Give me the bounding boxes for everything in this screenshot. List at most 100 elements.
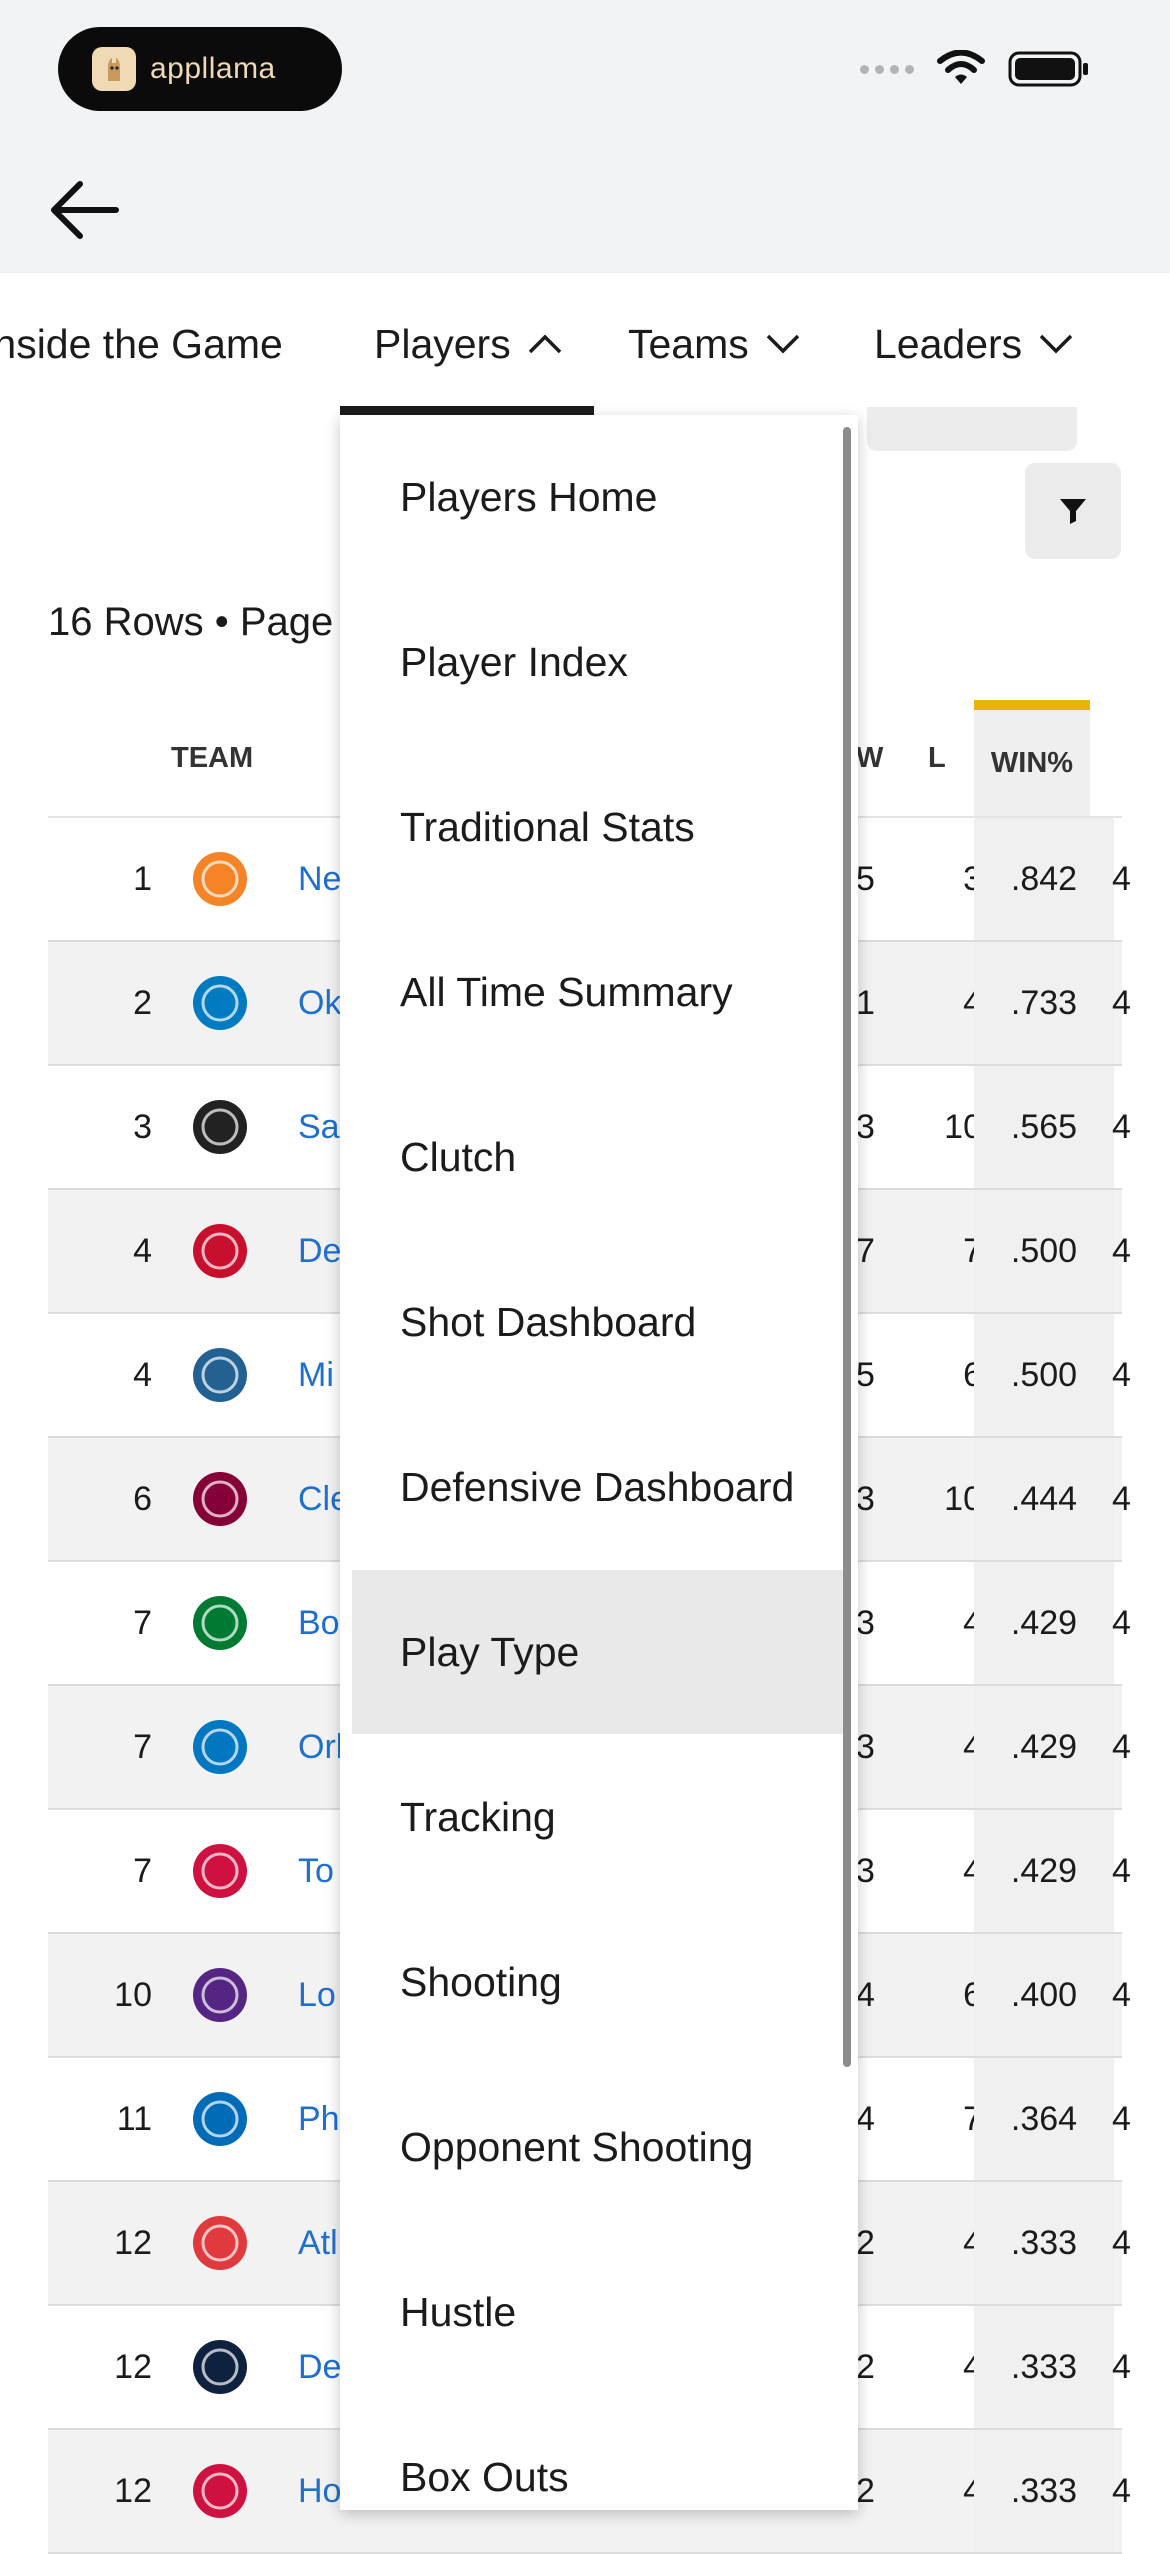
menu-item-shot-dashboard[interactable]: Shot Dashboard xyxy=(400,1298,697,1345)
magic-logo-icon xyxy=(178,1686,262,1808)
menu-item-box-outs[interactable]: Box Outs xyxy=(400,2453,569,2500)
subnav-item-inside-the-game[interactable]: Inside the Game xyxy=(0,273,283,415)
rank-cell: 7 xyxy=(133,1727,152,1766)
wins-cell: 2 xyxy=(856,2347,875,2386)
losses-cell: 4 xyxy=(963,1603,982,1642)
team-link[interactable]: Atl xyxy=(298,2223,338,2262)
menu-item-play-type[interactable]: Play Type xyxy=(352,1570,846,1734)
subnav-item-players[interactable]: Players xyxy=(374,273,563,415)
lakers-logo-icon xyxy=(178,1934,262,2056)
team-link[interactable]: Ok xyxy=(298,983,342,1022)
rank-cell: 3 xyxy=(133,1107,152,1146)
menu-item-shooting[interactable]: Shooting xyxy=(400,1958,562,2005)
team-link[interactable]: Ph xyxy=(298,2099,340,2138)
team-link[interactable]: Mi xyxy=(298,1355,334,1394)
team-link[interactable]: Ne xyxy=(298,859,342,898)
win-pct-cell: .500 xyxy=(974,1190,1114,1312)
header-w[interactable]: W xyxy=(856,741,884,774)
menu-item-all-time-summary[interactable]: All Time Summary xyxy=(400,968,733,1015)
rank-cell: 4 xyxy=(133,1355,152,1394)
subnav: Inside the Game Players Teams Leaders xyxy=(0,273,1170,415)
team-link[interactable]: To xyxy=(298,1851,334,1890)
wins-cell: 4 xyxy=(856,2099,875,2138)
search-button[interactable] xyxy=(867,407,1077,451)
menu-item-tracking[interactable]: Tracking xyxy=(400,1793,556,1840)
rank-cell: 12 xyxy=(114,2347,152,2386)
wins-cell: 3 xyxy=(856,1851,875,1890)
wins-cell: 2 xyxy=(856,2223,875,2262)
win-pct-cell: .429 xyxy=(974,1686,1114,1808)
win-pct-cell: .500 xyxy=(974,1314,1114,1436)
losses-cell: 4 xyxy=(963,2347,982,2386)
wins-cell: 3 xyxy=(856,1603,875,1642)
wins-cell: 5 xyxy=(856,859,875,898)
win-pct-cell: .429 xyxy=(974,1562,1114,1684)
wins-cell: 2 xyxy=(856,2471,875,2510)
team-link[interactable]: Orl xyxy=(298,1727,344,1766)
llama-logo-icon xyxy=(92,47,136,91)
rank-cell: 7 xyxy=(133,1851,152,1890)
battery-icon xyxy=(1008,51,1088,87)
subnav-item-leaders[interactable]: Leaders xyxy=(874,273,1074,415)
team-link[interactable]: Sa xyxy=(298,1107,340,1146)
win-pct-cell: .333 xyxy=(974,2306,1114,2428)
team-link[interactable]: Ho xyxy=(298,2471,342,2510)
subnav-item-teams[interactable]: Teams xyxy=(628,273,801,415)
rank-cell: 10 xyxy=(114,1975,152,2014)
win-pct-cell: .842 xyxy=(974,818,1114,940)
header-win-pct[interactable]: WIN% xyxy=(974,700,1090,816)
header-l[interactable]: L xyxy=(928,741,946,774)
menu-item-players-home[interactable]: Players Home xyxy=(400,473,658,520)
win-pct-cell: .400 xyxy=(974,1934,1114,2056)
losses-cell: 4 xyxy=(963,1727,982,1766)
menu-item-player-index[interactable]: Player Index xyxy=(400,638,628,685)
raptors-logo-icon xyxy=(178,1810,262,1932)
menu-item-defensive-dashboard[interactable]: Defensive Dashboard xyxy=(400,1463,795,1510)
team-link[interactable]: De xyxy=(298,1231,342,1270)
extra-cell: 4 xyxy=(1112,1231,1131,1270)
extra-cell: 4 xyxy=(1112,1975,1131,2014)
losses-cell: 4 xyxy=(963,2223,982,2262)
win-pct-cell: .333 xyxy=(974,2182,1114,2304)
rank-cell: 7 xyxy=(133,1603,152,1642)
rank-cell: 1 xyxy=(133,859,152,898)
extra-cell: 4 xyxy=(1112,1355,1131,1394)
wins-cell: 3 xyxy=(856,1727,875,1766)
filter-button[interactable] xyxy=(1025,463,1121,559)
header-team[interactable]: TEAM xyxy=(171,741,254,774)
rank-cell: 6 xyxy=(133,1479,152,1518)
menu-item-opponent-shooting[interactable]: Opponent Shooting xyxy=(400,2123,754,2170)
menu-item-clutch[interactable]: Clutch xyxy=(400,1133,517,1180)
extra-cell: 4 xyxy=(1112,2099,1131,2138)
extra-cell: 4 xyxy=(1112,859,1131,898)
win-pct-cell: .364 xyxy=(974,2058,1114,2180)
win-pct-cell: .565 xyxy=(974,1066,1114,1188)
active-tab-indicator xyxy=(340,406,594,415)
win-pct-cell: .429 xyxy=(974,1810,1114,1932)
wins-cell: 3 xyxy=(856,1107,875,1146)
win-pct-cell: .733 xyxy=(974,942,1114,1064)
rows-info: 16 Rows • Page xyxy=(48,600,334,644)
timberwolves-logo-icon xyxy=(178,1314,262,1436)
win-pct-cell: .444 xyxy=(974,1438,1114,1560)
menu-item-hustle[interactable]: Hustle xyxy=(400,2288,517,2335)
rank-cell: 2 xyxy=(133,983,152,1022)
status-bar: appllama xyxy=(0,0,1170,150)
rank-cell: 11 xyxy=(116,2099,152,2138)
rank-cell: 4 xyxy=(133,1231,152,1270)
dropdown-scrollbar[interactable] xyxy=(843,427,851,2067)
team-link[interactable]: Lo xyxy=(298,1975,336,2014)
chevron-down-icon xyxy=(1039,334,1073,354)
header xyxy=(0,150,1170,273)
team-link[interactable]: De xyxy=(298,2347,342,2386)
chevron-up-icon xyxy=(528,334,561,354)
app-name: appllama xyxy=(150,52,276,85)
wins-cell: 7 xyxy=(856,1231,875,1270)
back-button[interactable] xyxy=(46,178,122,242)
losses-cell: 10 xyxy=(944,1479,982,1518)
thunder-logo-icon xyxy=(178,942,262,1064)
players-dropdown-menu: Players Home Player Index Traditional Stat… xyxy=(340,415,858,2510)
team-link[interactable]: Bo xyxy=(298,1603,340,1642)
menu-item-traditional-stats[interactable]: Traditional Stats xyxy=(400,803,695,850)
arrow-left-icon xyxy=(51,181,119,239)
